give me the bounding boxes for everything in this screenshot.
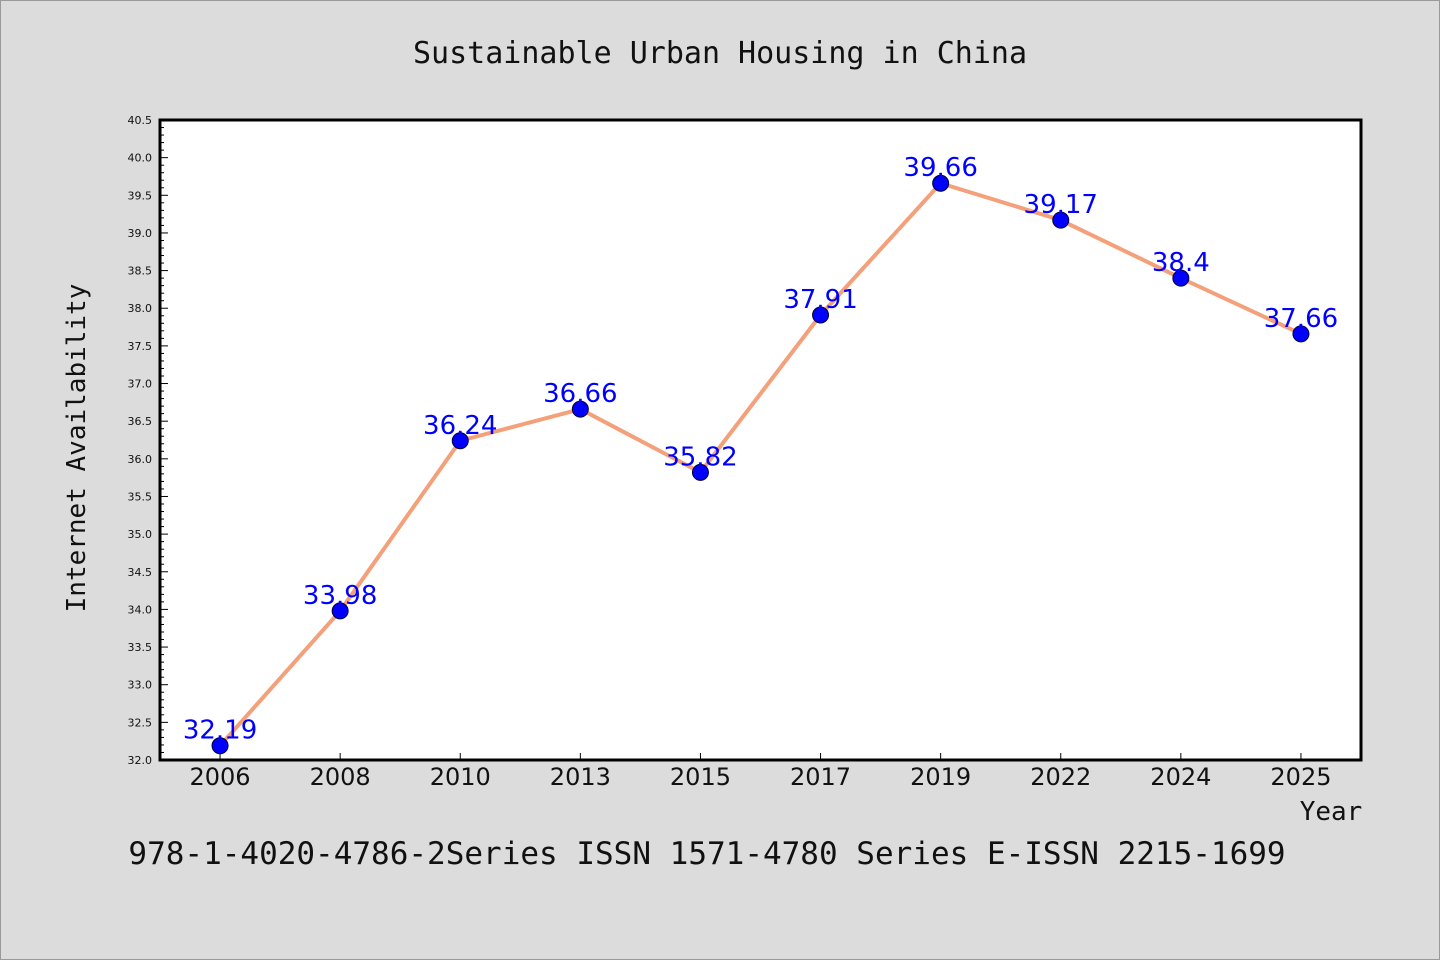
x-tick-label: 2013 [550,763,611,791]
plot-area [158,118,1363,762]
y-tick-label: 35.5 [128,490,153,503]
y-tick-label: 32.0 [128,754,153,767]
data-point [211,737,229,755]
y-tick-label: 38.5 [128,265,153,278]
y-axis-label: Internet Availability [62,284,92,613]
x-tick-label: 2008 [310,763,371,791]
x-axis: 2006 2008 2010 2013 2015 2017 2019 2022 2024 2025 [190,753,1331,791]
x-tick-label: 2017 [790,763,851,791]
data-label: 39.66 [903,153,977,183]
y-tick-label: 34.5 [128,566,153,579]
data-point [331,602,349,620]
chart-title: Sustainable Urban Housing in China [413,36,1027,71]
x-tick-label: 2006 [190,763,251,791]
data-point [932,174,950,192]
x-tick-label: 2019 [910,763,971,791]
data-label: 33.98 [303,581,377,611]
x-tick-label: 2010 [430,763,491,791]
y-tick-label: 40.0 [128,152,153,165]
data-point [1292,325,1310,343]
x-axis-label: Year [1300,797,1363,827]
series-layer: 32.19 33.98 36.24 36.66 35.82 37.91 39.66 39.17… [183,153,1338,755]
data-point [1172,269,1190,287]
y-tick-label: 35.0 [128,528,153,541]
data-point [1052,211,1070,229]
x-tick-label: 2025 [1270,763,1331,791]
y-tick-label: 34.0 [128,603,153,616]
y-tick-label: 39.0 [128,227,153,240]
data-point [691,463,709,481]
data-point [812,306,830,324]
data-point [451,432,469,450]
data-label: 39.17 [1024,190,1098,220]
data-label: 36.66 [543,379,617,409]
y-tick-label: 36.0 [128,453,153,466]
footer-text: 978-1-4020-4786-2Series ISSN 1571-4780 S… [128,836,1285,872]
x-tick-label: 2015 [670,763,731,791]
data-label: 36.24 [423,411,497,441]
data-label: 37.66 [1264,304,1338,334]
data-point [571,400,589,418]
y-tick-label: 33.0 [128,679,153,692]
y-tick-label: 38.0 [128,302,153,315]
y-tick-label: 40.5 [128,114,153,127]
x-tick-label: 2024 [1150,763,1211,791]
data-label: 38.4 [1152,248,1210,278]
data-label: 37.91 [783,285,857,315]
data-label: 35.82 [663,442,737,472]
y-tick-label: 32.5 [128,716,153,729]
y-tick-label: 36.5 [128,415,153,428]
x-tick-label: 2022 [1030,763,1091,791]
y-tick-label: 37.0 [128,378,153,391]
y-axis: 32.0 32.5 33.0 33.5 34.0 34.5 35.0 35.5 36.0 36.5… [128,114,168,767]
series-line [218,181,1303,748]
data-label: 32.19 [183,716,257,746]
y-tick-label: 33.5 [128,641,153,654]
y-tick-label: 37.5 [128,340,153,353]
y-tick-label: 39.5 [128,189,153,202]
